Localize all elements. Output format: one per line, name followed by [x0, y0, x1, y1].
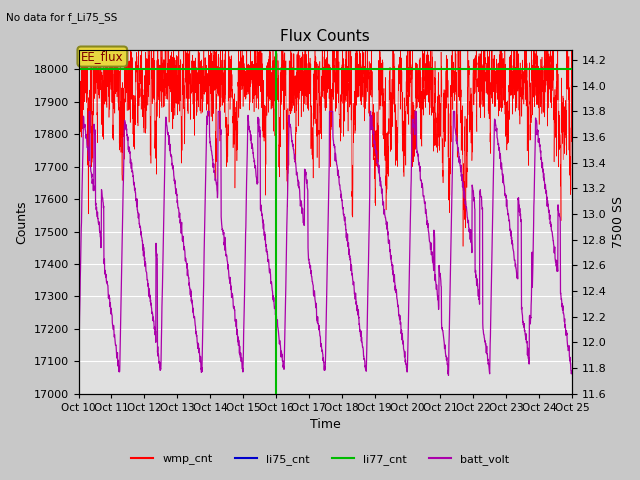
Legend: wmp_cnt, li75_cnt, li77_cnt, batt_volt: wmp_cnt, li75_cnt, li77_cnt, batt_volt: [127, 450, 513, 469]
X-axis label: Time: Time: [310, 419, 340, 432]
Text: No data for f_Li75_SS: No data for f_Li75_SS: [6, 12, 118, 23]
Title: Flux Counts: Flux Counts: [280, 29, 370, 44]
Y-axis label: Counts: Counts: [15, 200, 28, 243]
Y-axis label: 7500 SS: 7500 SS: [612, 196, 625, 248]
Text: EE_flux: EE_flux: [81, 50, 124, 63]
